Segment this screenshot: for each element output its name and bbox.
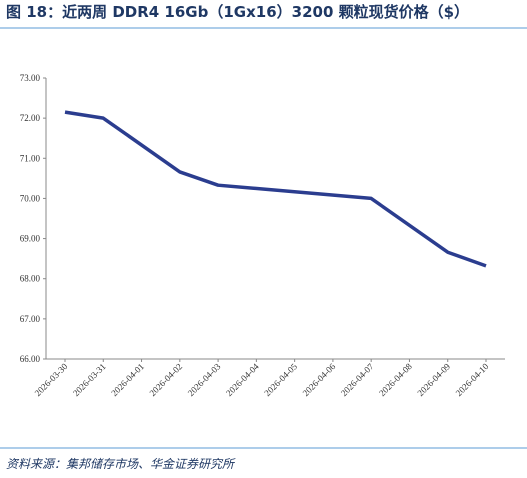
x-tick-label: 2026-04-10	[454, 361, 491, 398]
x-tick-label: 2026-04-02	[147, 361, 184, 398]
x-tick-label: 2026-03-31	[71, 361, 108, 398]
x-tick-label: 2026-04-09	[415, 361, 452, 398]
x-tick-label: 2026-04-08	[377, 361, 414, 398]
y-tick-label: 66.00	[20, 354, 41, 364]
y-tick-label: 72.00	[20, 113, 41, 123]
y-tick-label: 68.00	[20, 274, 41, 284]
y-tick-label: 69.00	[20, 234, 41, 244]
x-tick-label: 2026-03-30	[33, 361, 70, 398]
y-tick-label: 70.00	[20, 193, 41, 203]
x-tick-label: 2026-04-06	[301, 361, 338, 398]
x-tick-label: 2026-04-01	[109, 361, 146, 398]
source: 资料来源：集邦储存市场、华金证券研究所	[6, 457, 236, 471]
y-tick-label: 67.00	[20, 314, 41, 324]
x-tick-label: 2026-04-07	[339, 361, 376, 398]
y-tick-label: 71.00	[20, 153, 41, 163]
y-tick-label: 73.00	[20, 73, 41, 83]
x-tick-label: 2026-04-05	[262, 361, 299, 398]
x-tick-label: 2026-04-03	[186, 361, 223, 398]
data-line	[64, 110, 487, 268]
chart-title: 图 18：近两周 DDR4 16Gb（1Gx16）3200 颗粒现货价格（$）	[6, 3, 469, 21]
x-tick-label: 2026-04-04	[224, 361, 261, 398]
